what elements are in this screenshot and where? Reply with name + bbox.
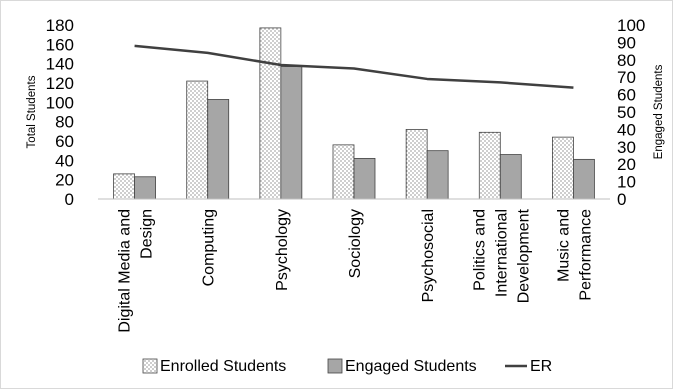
category-label-line: Psychology	[274, 209, 291, 291]
category-label: Politics and International Development	[471, 208, 532, 303]
bar-engaged	[426, 150, 449, 200]
legend-label-enrolled: Enrolled Students	[160, 358, 286, 375]
left-tick-label: 20	[55, 171, 74, 190]
left-axis-title: Total Students	[26, 75, 38, 148]
category-label: Digital Media and Design	[117, 209, 156, 333]
bar-enrolled	[259, 27, 282, 200]
category-label-line: Development	[515, 208, 532, 303]
category-label-line: Psychosocial	[420, 209, 437, 302]
bar-engaged	[353, 157, 376, 200]
left-tick-label: 140	[46, 55, 74, 74]
category-label: Psychosocial	[420, 209, 437, 302]
right-tick-label: 90	[617, 33, 636, 52]
category-label: Psychology	[274, 209, 291, 291]
bar-enrolled	[332, 144, 355, 200]
right-tick-label: 30	[617, 138, 636, 157]
category-label-line: Sociology	[347, 209, 364, 278]
right-tick-label: 100	[617, 16, 645, 35]
category-label-line: Design	[139, 209, 156, 259]
right-tick-label: 10	[617, 173, 636, 192]
right-tick-label: 20	[617, 155, 636, 174]
legend-swatch-enrolled	[142, 358, 158, 374]
bar-enrolled	[478, 131, 501, 200]
right-tick-label: 70	[617, 68, 636, 87]
bar-engaged	[280, 66, 303, 200]
er-line	[134, 44, 574, 89]
left-tick-label: 180	[46, 16, 74, 35]
bar-engaged	[134, 176, 156, 200]
left-tick-label: 60	[55, 132, 74, 151]
category-label-line: Computing	[201, 209, 218, 286]
right-tick-label: 60	[617, 86, 636, 105]
category-label: Music and Performance	[555, 209, 594, 301]
category-label-line: Digital Media and	[117, 209, 134, 333]
left-tick-label: 80	[55, 113, 74, 132]
left-tick-label: 160	[46, 35, 74, 54]
left-tick-label: 120	[46, 74, 74, 93]
bar-engaged	[207, 99, 230, 200]
right-tick-label: 50	[617, 103, 636, 122]
legend-label-er: ER	[530, 358, 552, 375]
right-tick-label: 80	[617, 51, 636, 70]
legend-swatch-engaged	[327, 358, 343, 374]
bar-enrolled	[113, 173, 135, 200]
legend-label-engaged: Engaged Students	[345, 358, 477, 375]
category-label: Computing	[201, 209, 218, 286]
bar-engaged	[573, 158, 595, 200]
category-label-line: Performance	[577, 209, 594, 301]
right-axis-title: Engaged Students	[653, 64, 665, 159]
bar-enrolled	[186, 80, 209, 200]
bar-enrolled	[552, 136, 574, 200]
left-tick-label: 100	[46, 93, 74, 112]
right-tick-label: 40	[617, 120, 636, 139]
left-tick-label: 0	[65, 190, 74, 209]
left-tick-label: 40	[55, 151, 74, 170]
category-label: Sociology	[347, 209, 364, 278]
category-label-line: Music and	[555, 209, 572, 282]
bar-enrolled	[405, 128, 428, 200]
bar-engaged	[499, 154, 522, 200]
category-label-line: International	[493, 209, 510, 297]
right-tick-label: 0	[617, 190, 626, 209]
category-label-line: Politics and	[471, 209, 488, 291]
